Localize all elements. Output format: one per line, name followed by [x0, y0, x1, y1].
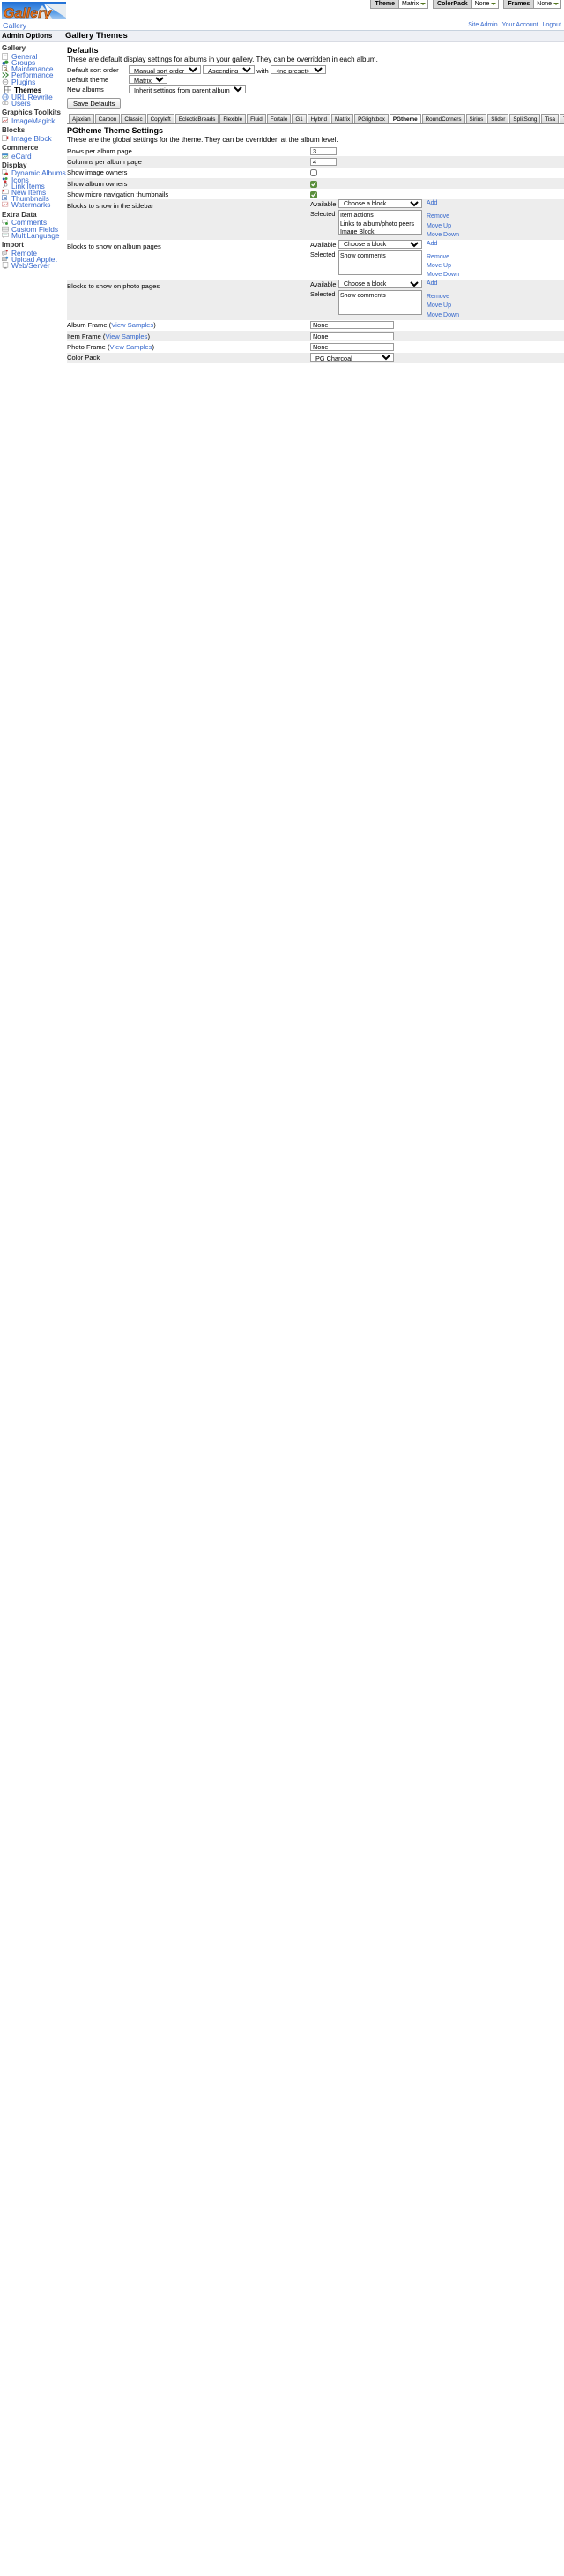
svg-text:Gallery: Gallery [4, 6, 52, 19]
